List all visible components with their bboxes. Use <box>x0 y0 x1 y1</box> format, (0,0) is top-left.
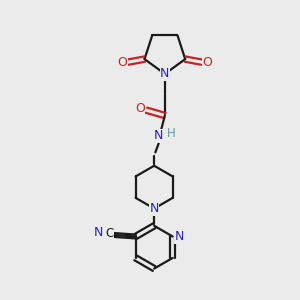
Text: C: C <box>105 227 114 240</box>
Text: N: N <box>175 230 184 243</box>
Text: N: N <box>149 202 159 215</box>
Text: O: O <box>202 56 212 69</box>
Text: O: O <box>117 56 127 69</box>
Text: H: H <box>167 128 175 140</box>
Text: N: N <box>160 68 170 80</box>
Text: N: N <box>154 129 163 142</box>
Text: N: N <box>94 226 104 238</box>
Text: O: O <box>135 103 145 116</box>
